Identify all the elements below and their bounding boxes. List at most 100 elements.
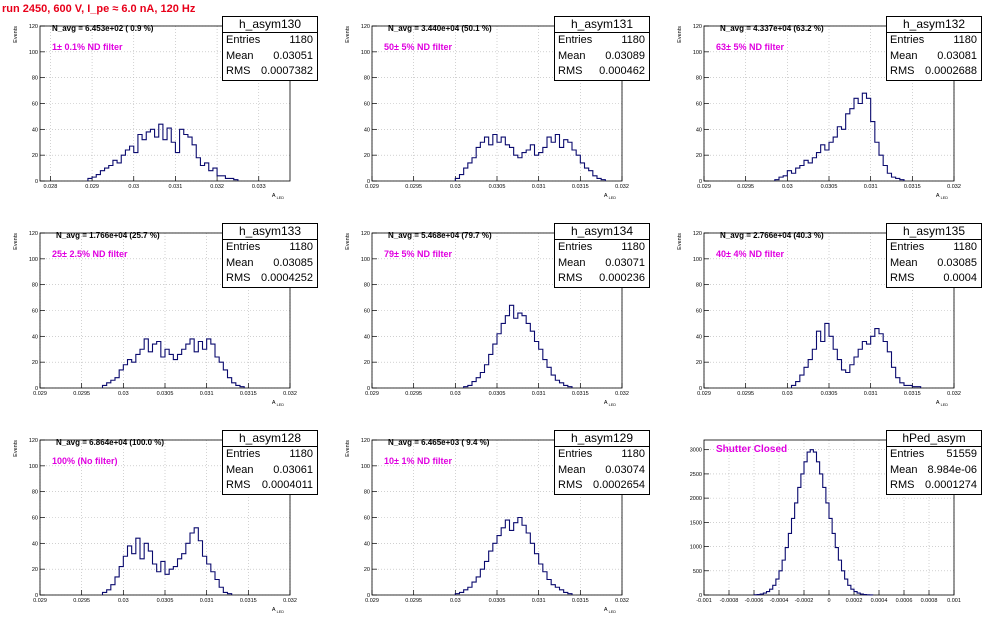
x-tick-label: 0.0006 (896, 598, 913, 604)
y-axis-label: Events (13, 233, 19, 250)
y-tick-label: 0 (367, 593, 370, 599)
y-tick-label: 2500 (690, 472, 702, 478)
histogram-panel: 0.029 0.0295 0.03 0.0305 0.031 0.0315 0.032 0 20… (332, 0, 664, 207)
stat-entries-value: 1180 (621, 34, 645, 46)
histogram-series (790, 322, 922, 388)
stat-entries-label: Entries (226, 34, 261, 46)
x-tick-label: 0.029 (697, 184, 711, 190)
x-tick-label: -0.0008 (720, 598, 739, 604)
y-tick-label: 80 (364, 490, 370, 496)
stat-mean-value: 8.984e-06 (927, 463, 977, 476)
histogram-series (101, 338, 245, 388)
y-tick-label: 120 (693, 24, 702, 30)
filter-label: 40± 4% ND filter (716, 249, 784, 259)
y-tick-label: 120 (361, 24, 370, 30)
y-tick-label: 60 (696, 309, 702, 315)
stat-entries-label: Entries (558, 34, 593, 46)
stat-entries-label: Entries (558, 241, 593, 253)
x-tick-label: 0.0295 (73, 598, 90, 604)
histogram-name: h_asym135 (887, 224, 981, 240)
y-axis-label: Events (677, 233, 683, 250)
navg-label: N_avg = 5.468e+04 (79.7 %) (388, 231, 492, 240)
x-tick-label: 0.029 (33, 598, 47, 604)
stat-entries-label: Entries (226, 241, 261, 253)
stat-rms-label: RMS (558, 479, 583, 491)
stat-rms-row: RMS 0.0004 (887, 271, 981, 287)
stat-mean-value: 0.03074 (605, 463, 645, 476)
y-tick-label: 60 (32, 309, 38, 315)
y-axis-label: Events (13, 440, 19, 457)
stat-mean-label: Mean (558, 49, 586, 62)
histogram-name: h_asym128 (223, 431, 317, 447)
x-tick-label: 0.03 (128, 184, 139, 190)
stat-mean-row: Mean 0.03089 (555, 49, 649, 65)
x-tick-label: 0.032 (283, 391, 297, 397)
stat-entries-value: 1180 (953, 241, 977, 253)
x-tick-label: -0.001 (696, 598, 712, 604)
x-tick-label: 0.0305 (157, 391, 174, 397)
y-tick-label: 100 (361, 464, 370, 470)
stat-entries-row: Entries 1180 (223, 33, 317, 49)
x-tick-label: 0.03 (118, 598, 129, 604)
navg-label: N_avg = 4.337e+04 (63.2 %) (720, 24, 824, 33)
stat-entries-row: Entries 1180 (555, 240, 649, 256)
navg-label: N_avg = 6.453e+02 ( 0.9 %) (52, 24, 154, 33)
y-tick-label: 20 (364, 153, 370, 159)
histogram-plot: 0.029 0.0295 0.03 0.0305 0.031 0.0315 0.032 0 20… (13, 231, 297, 407)
histogram-name: hPed_asym (887, 431, 981, 447)
histogram-name: h_asym133 (223, 224, 317, 240)
x-tick-label: 0.032 (615, 391, 629, 397)
stat-rms-label: RMS (890, 272, 915, 284)
histogram-plot: 0.029 0.0295 0.03 0.0305 0.031 0.0315 0.032 0 20… (345, 231, 629, 407)
y-tick-label: 120 (29, 438, 38, 444)
x-tick-label: 0.03 (450, 184, 461, 190)
stat-rms-row: RMS 0.0007382 (223, 64, 317, 80)
y-tick-label: 100 (29, 257, 38, 263)
stat-rms-value: 0.0004011 (261, 479, 313, 491)
y-tick-label: 80 (696, 76, 702, 82)
stat-rms-value: 0.0002654 (593, 479, 645, 491)
x-axis-label: A LED (604, 607, 616, 614)
y-tick-label: 60 (32, 102, 38, 108)
y-tick-label: 100 (361, 50, 370, 56)
y-tick-label: 20 (32, 360, 38, 366)
stat-mean-label: Mean (890, 463, 918, 476)
y-tick-label: 100 (29, 50, 38, 56)
y-tick-label: 0 (367, 386, 370, 392)
stat-mean-label: Mean (558, 463, 586, 476)
stat-mean-label: Mean (226, 463, 254, 476)
y-tick-label: 0 (35, 179, 38, 185)
navg-label: N_avg = 3.440e+04 (50.1 %) (388, 24, 492, 33)
stat-entries-row: Entries 1180 (223, 447, 317, 463)
y-tick-label: 20 (32, 153, 38, 159)
y-tick-label: 120 (361, 438, 370, 444)
stat-mean-row: Mean 0.03074 (555, 463, 649, 479)
stat-rms-label: RMS (890, 65, 915, 77)
stat-mean-value: 0.03085 (937, 256, 977, 269)
stat-entries-row: Entries 1180 (555, 447, 649, 463)
y-tick-label: 60 (364, 309, 370, 315)
stats-box: h_asym132 Entries 1180 Mean 0.03081 RMS 0.0002… (886, 16, 982, 81)
x-tick-label: 0.029 (85, 184, 99, 190)
y-tick-label: 0 (699, 386, 702, 392)
y-tick-label: 40 (32, 127, 38, 133)
x-tick-label: 0.0305 (489, 598, 506, 604)
stat-mean-label: Mean (558, 256, 586, 269)
x-tick-label: -0.0002 (795, 598, 814, 604)
histogram-plot: 0.029 0.0295 0.03 0.0305 0.031 0.0315 0.032 0 20… (345, 24, 629, 200)
filter-label: Shutter Closed (716, 444, 788, 455)
x-tick-label: 0.031 (864, 184, 878, 190)
x-axis-label: A LED (936, 400, 948, 407)
histogram-series (463, 304, 573, 388)
x-tick-label: 0.029 (33, 391, 47, 397)
stats-box: h_asym129 Entries 1180 Mean 0.03074 RMS 0.0002… (554, 430, 650, 495)
y-tick-label: 0 (35, 386, 38, 392)
stat-rms-row: RMS 0.000236 (555, 271, 649, 287)
y-tick-label: 80 (364, 283, 370, 289)
histogram-panel: 0.029 0.0295 0.03 0.0305 0.031 0.0315 0.032 0 20… (0, 207, 332, 414)
y-tick-label: 20 (696, 153, 702, 159)
x-tick-label: 0.03 (450, 391, 461, 397)
y-tick-label: 40 (364, 541, 370, 547)
stat-mean-row: Mean 0.03085 (887, 256, 981, 272)
